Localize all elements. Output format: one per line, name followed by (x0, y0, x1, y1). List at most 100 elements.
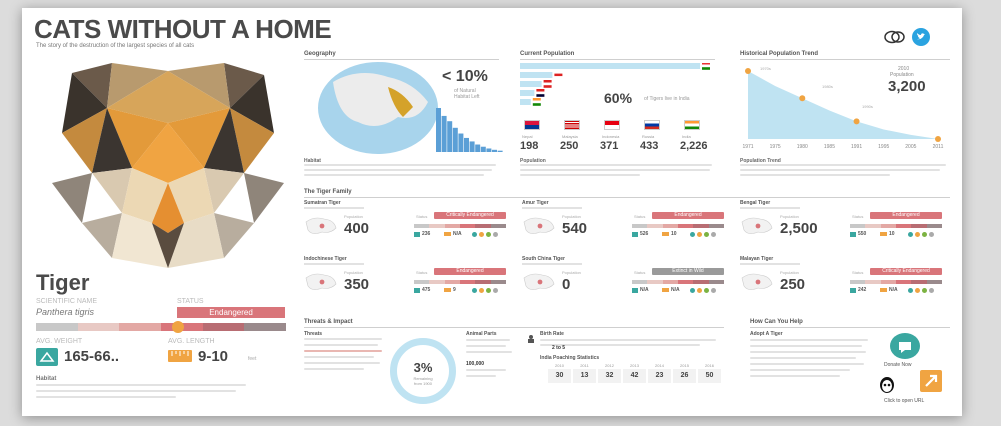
subspecies-name: Malayan Tiger (740, 256, 774, 262)
subspecies-length: N/A (889, 287, 898, 293)
habitat-bar (464, 137, 469, 152)
status-label: STATUS (177, 298, 204, 305)
habitat-bar (469, 141, 475, 152)
open-url-label[interactable]: Click to open URL (884, 398, 925, 404)
threats-text-block (304, 338, 384, 398)
population-text-label: Population (520, 158, 546, 164)
habitat-bar (475, 144, 481, 152)
help-title: How Can You Help (750, 319, 803, 325)
subspecies-population: 250 (780, 276, 806, 293)
subspecies-population: 400 (344, 220, 370, 237)
poaching-year: 2014 (655, 363, 664, 368)
external-link-icon[interactable] (920, 370, 942, 392)
geography-title: Geography (304, 51, 336, 57)
subspecies-length: 10 (671, 231, 677, 237)
poaching-value: 32 (598, 369, 621, 383)
ruler-icon (444, 288, 451, 292)
wwf-panda-logo[interactable] (878, 374, 896, 394)
scale-icon (414, 288, 420, 293)
habitat-icons (690, 288, 724, 293)
subspecies-card: Bengal Tiger Population 2,500 Status Endange… (740, 200, 950, 252)
country-name: Nepal (522, 134, 533, 139)
india-share-percent: 60% (604, 90, 633, 106)
population-bar-chart (520, 63, 710, 106)
poaching-value: 42 (623, 369, 646, 383)
flag-icon (564, 120, 580, 130)
flag-icon (532, 100, 541, 104)
population-label: Population (344, 214, 363, 219)
status-scale (414, 280, 506, 284)
flag-icon (543, 80, 552, 83)
tiger-family-title: The Tiger Family (304, 189, 352, 195)
ruler-icon (662, 232, 669, 236)
subspecies-name: Sumatran Tiger (304, 200, 341, 206)
ruler-icon (168, 350, 192, 362)
habitat-bar (492, 149, 497, 152)
donate-icon[interactable] (890, 333, 920, 359)
donate-label[interactable]: Donate Now (884, 362, 912, 368)
flag-icon (702, 64, 710, 68)
subspecies-length: N/A (671, 287, 680, 293)
poaching-year: 2013 (630, 363, 639, 368)
population-trend-chart: 1971 1975 1980 1985 1991 1995 2005 2011 (742, 68, 944, 150)
poaching-label: India Poaching Statistics (540, 355, 600, 361)
length-unit: feet (248, 356, 257, 362)
poaching-value: 13 (573, 369, 596, 383)
birth-icon (526, 331, 536, 343)
scientific-name: Panthera tigris (36, 307, 95, 317)
country-population-value: 198 (520, 140, 539, 152)
scale-icon (850, 232, 856, 237)
status-marker (172, 321, 184, 333)
habitat-bar (447, 121, 453, 152)
habitat-heading: Habitat (36, 376, 57, 382)
habitat-icons (472, 288, 506, 293)
annotation-1970s: 1970s (760, 66, 771, 71)
subspecies-weight: 236 (422, 231, 431, 237)
trend-point (935, 136, 941, 142)
subspecies-population: 540 (562, 220, 588, 237)
status-scale (850, 280, 942, 284)
length-value: 9-10 (198, 348, 229, 365)
poaching-value: 23 (648, 369, 671, 383)
trend-year-label: 1971 (742, 144, 753, 150)
subspecies-card: Malayan Tiger Population 250 Status Critical… (740, 256, 950, 308)
habitat-text-label: Habitat (304, 158, 321, 164)
india-share-caption: of Tigers live in India (644, 96, 690, 102)
subspecies-weight: 550 (858, 231, 867, 237)
status-scale (850, 224, 942, 228)
population-text-block (520, 164, 715, 184)
trend-year-label: 1975 (770, 144, 781, 150)
flag-icon (532, 98, 541, 101)
scale-icon (36, 348, 58, 366)
scale-icon (632, 288, 638, 293)
range-map-icon (523, 217, 555, 234)
flag-icon (644, 120, 660, 130)
habitat-icons (472, 232, 506, 237)
habitat-bar (441, 115, 447, 152)
flag-icon (536, 89, 545, 92)
flag-icon (524, 120, 540, 130)
flag-icon (543, 82, 552, 86)
comment-icon[interactable] (884, 30, 906, 44)
subspecies-name: Amur Tiger (522, 200, 549, 206)
poaching-year: 2015 (680, 363, 689, 368)
population-label: Population (780, 214, 799, 219)
subspecies-name: Bengal Tiger (740, 200, 771, 206)
habitat-decline-chart (436, 108, 503, 152)
remaining-caption-1: Remaining (413, 376, 433, 381)
subspecies-status-badge: Critically Endangered (870, 268, 942, 275)
flag-icon (702, 63, 710, 65)
subspecies-name: Indochinese Tiger (304, 256, 347, 262)
population-2010-label: Population (890, 72, 914, 78)
poaching-year: 2012 (605, 363, 614, 368)
trend-year-label: 1995 (878, 144, 889, 150)
poaching-value: 26 (673, 369, 696, 383)
subspecies-status-badge: Extinct in Wild (652, 268, 724, 275)
remaining-caption-2: from 1900 (413, 381, 432, 386)
country-name: Malaysia (562, 134, 578, 139)
birth-rate-label: Birth Rate (540, 331, 564, 337)
adopt-text-block (750, 339, 870, 399)
country-population-row: Nepal 198 Malaysia 250 Indonesia 371 Russia 433… (520, 120, 720, 160)
twitter-icon[interactable] (912, 28, 930, 46)
habitat-icons (908, 288, 942, 293)
